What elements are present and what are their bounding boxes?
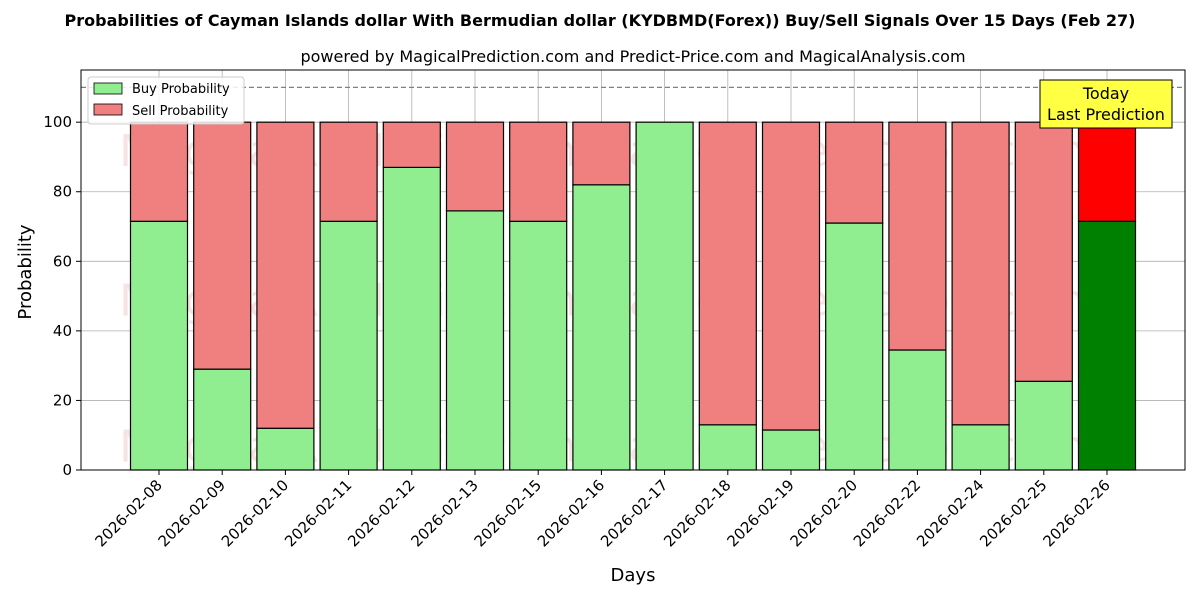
bar-sell (1014, 121, 1073, 382)
bar-buy (572, 184, 631, 471)
bar-buy (1077, 220, 1137, 471)
x-tick-label: 2026-02-16 (534, 476, 608, 550)
y-tick-label: 20 (53, 391, 72, 409)
bar-buy (761, 429, 821, 471)
bar-sell (382, 121, 441, 168)
bar-sell (698, 121, 757, 426)
bar-buy (382, 166, 441, 471)
y-axis: 0 20 40 60 80 100 (43, 113, 81, 479)
bar-sell (445, 121, 505, 212)
plot-frame (80, 69, 1186, 471)
today-annotation-line1: Today (1082, 84, 1129, 103)
bar-buy (825, 222, 884, 471)
bar-buy (256, 427, 315, 471)
bar-sell (951, 121, 1010, 426)
bar-sell (1077, 121, 1137, 222)
x-axis-label: Days (611, 565, 656, 586)
bar-sell (319, 121, 378, 222)
legend: Buy Probability Sell Probability (87, 76, 245, 125)
bar-buy (951, 424, 1010, 471)
legend-swatch-buy (93, 82, 123, 95)
chart-subtitle: powered by MagicalPrediction.com and Pre… (300, 47, 965, 66)
bar-buy (445, 210, 505, 471)
x-tick-label: 2026-02-19 (723, 476, 797, 550)
chart-title: Probabilities of Cayman Islands dollar W… (65, 11, 1136, 30)
x-tick-label: 2026-02-12 (344, 476, 418, 550)
x-tick-label: 2026-02-11 (281, 476, 355, 550)
bar-sell (888, 121, 947, 351)
bar-sell (761, 121, 821, 431)
y-tick-label: 80 (53, 183, 72, 201)
x-tick-label: 2026-02-25 (976, 476, 1050, 550)
bar-sell (572, 121, 631, 186)
y-tick-label: 40 (53, 322, 72, 340)
bar-buy (1014, 380, 1073, 471)
bar-buy (888, 349, 947, 471)
bars-layer (129, 121, 1137, 471)
bar-sell (256, 121, 315, 429)
bar-sell (509, 121, 568, 222)
x-axis: 2026-02-082026-02-092026-02-102026-02-11… (91, 470, 1114, 550)
x-tick-label: 2026-02-26 (1039, 476, 1113, 550)
x-tick-label: 2026-02-20 (787, 476, 861, 550)
bar-sell (193, 121, 252, 370)
x-tick-label: 2026-02-24 (913, 476, 987, 550)
y-tick-label: 100 (43, 113, 72, 131)
legend-frame (87, 76, 245, 125)
y-tick-label: 0 (62, 461, 72, 479)
bar-sell (825, 121, 884, 224)
legend-label-buy: Buy Probability (132, 82, 230, 97)
x-tick-label: 2026-02-13 (407, 476, 481, 550)
bar-buy (698, 424, 757, 471)
today-annotation-line2: Last Prediction (1047, 105, 1165, 124)
legend-swatch-sell (93, 103, 123, 116)
bar-buy (635, 121, 694, 471)
bar-buy (509, 220, 568, 471)
x-tick-label: 2026-02-09 (155, 476, 229, 550)
bar-buy (193, 368, 252, 471)
today-annotation-box (1039, 79, 1173, 129)
today-annotation: Today Last Prediction (1039, 79, 1173, 129)
bar-buy (129, 220, 189, 471)
bar-buy (319, 220, 378, 471)
x-tick-label: 2026-02-17 (597, 476, 671, 550)
y-tick-label: 60 (53, 252, 72, 270)
x-tick-label: 2026-02-08 (91, 476, 165, 550)
y-axis-label: Probability (15, 224, 36, 319)
bar-sell (129, 121, 189, 222)
legend-label-sell: Sell Probability (132, 104, 229, 119)
x-tick-label: 2026-02-22 (850, 476, 924, 550)
x-tick-label: 2026-02-10 (218, 476, 292, 550)
x-tick-label: 2026-02-15 (471, 476, 545, 550)
x-tick-label: 2026-02-18 (660, 476, 734, 550)
